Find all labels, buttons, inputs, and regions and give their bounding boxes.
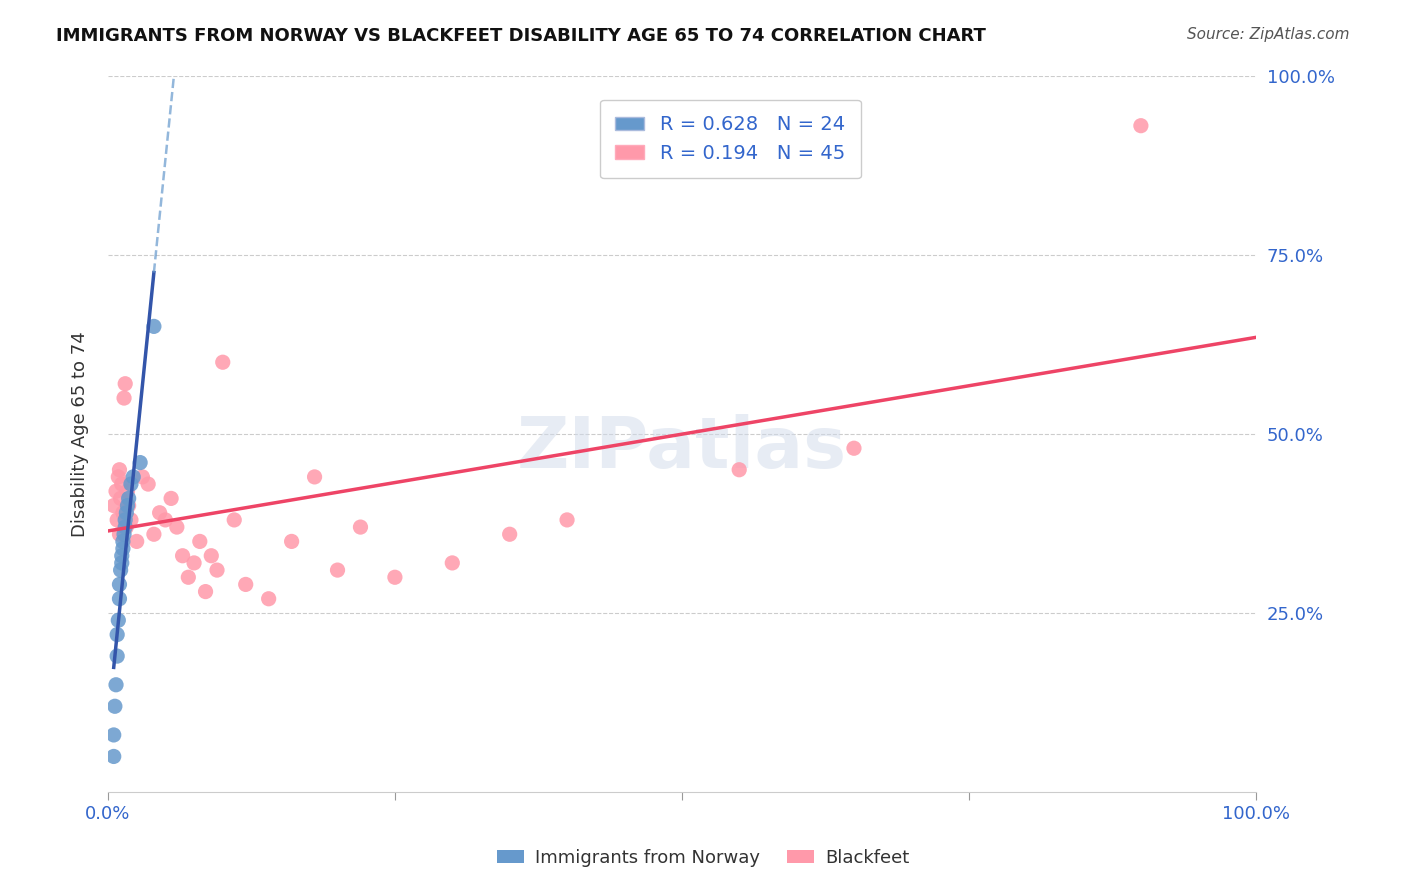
Point xyxy=(104,699,127,714)
Legend: Immigrants from Norway, Blackfeet: Immigrants from Norway, Blackfeet xyxy=(489,842,917,874)
Text: IMMIGRANTS FROM NORWAY VS BLACKFEET DISABILITY AGE 65 TO 74 CORRELATION CHART: IMMIGRANTS FROM NORWAY VS BLACKFEET DISA… xyxy=(56,27,986,45)
Point xyxy=(105,678,128,692)
Point xyxy=(188,534,211,549)
Point xyxy=(114,513,136,527)
Point xyxy=(108,527,131,541)
Point xyxy=(142,319,165,334)
Point xyxy=(129,456,152,470)
Point xyxy=(842,442,865,456)
Point xyxy=(205,563,228,577)
Point xyxy=(114,376,136,391)
Point xyxy=(105,649,128,664)
Point xyxy=(172,549,194,563)
Point xyxy=(555,513,578,527)
Point xyxy=(117,499,139,513)
Legend: R = 0.628   N = 24, R = 0.194   N = 45: R = 0.628 N = 24, R = 0.194 N = 45 xyxy=(600,100,860,178)
Point xyxy=(235,577,257,591)
Text: Source: ZipAtlas.com: Source: ZipAtlas.com xyxy=(1187,27,1350,42)
Point xyxy=(103,749,125,764)
Point xyxy=(103,499,125,513)
Point xyxy=(105,627,128,641)
Point xyxy=(280,534,302,549)
Point xyxy=(115,506,138,520)
Point xyxy=(441,556,464,570)
Point xyxy=(160,491,183,506)
Point xyxy=(177,570,200,584)
Point xyxy=(112,391,135,405)
Point xyxy=(111,541,134,556)
Point xyxy=(211,355,233,369)
Point xyxy=(349,520,371,534)
Point xyxy=(108,577,131,591)
Point xyxy=(103,728,125,742)
Point xyxy=(257,591,280,606)
Point xyxy=(110,563,132,577)
Point xyxy=(112,527,135,541)
Point xyxy=(125,534,148,549)
Point xyxy=(120,513,142,527)
Point xyxy=(136,477,159,491)
Point xyxy=(194,584,217,599)
Point xyxy=(304,470,326,484)
Point xyxy=(183,556,205,570)
Point xyxy=(728,463,751,477)
Point xyxy=(114,520,136,534)
Point xyxy=(117,499,139,513)
Point xyxy=(105,513,128,527)
Point xyxy=(117,491,139,506)
Point xyxy=(110,491,132,506)
Point xyxy=(166,520,188,534)
Point xyxy=(384,570,406,584)
Point xyxy=(326,563,349,577)
Point xyxy=(111,506,134,520)
Point xyxy=(498,527,520,541)
Point xyxy=(117,484,139,499)
Point xyxy=(111,477,134,491)
Point xyxy=(200,549,222,563)
Point xyxy=(120,477,142,491)
Point xyxy=(111,556,134,570)
Point xyxy=(1129,119,1152,133)
Y-axis label: Disability Age 65 to 74: Disability Age 65 to 74 xyxy=(72,331,89,537)
Point xyxy=(224,513,246,527)
Text: ZIPatlas: ZIPatlas xyxy=(517,414,846,483)
Point xyxy=(149,506,172,520)
Point xyxy=(155,513,177,527)
Point xyxy=(108,591,131,606)
Point xyxy=(111,534,134,549)
Point xyxy=(111,549,134,563)
Point xyxy=(107,613,129,627)
Point xyxy=(115,520,138,534)
Point xyxy=(122,470,145,484)
Point xyxy=(142,527,165,541)
Point xyxy=(105,484,128,499)
Point xyxy=(107,470,129,484)
Point xyxy=(108,463,131,477)
Point xyxy=(131,470,153,484)
